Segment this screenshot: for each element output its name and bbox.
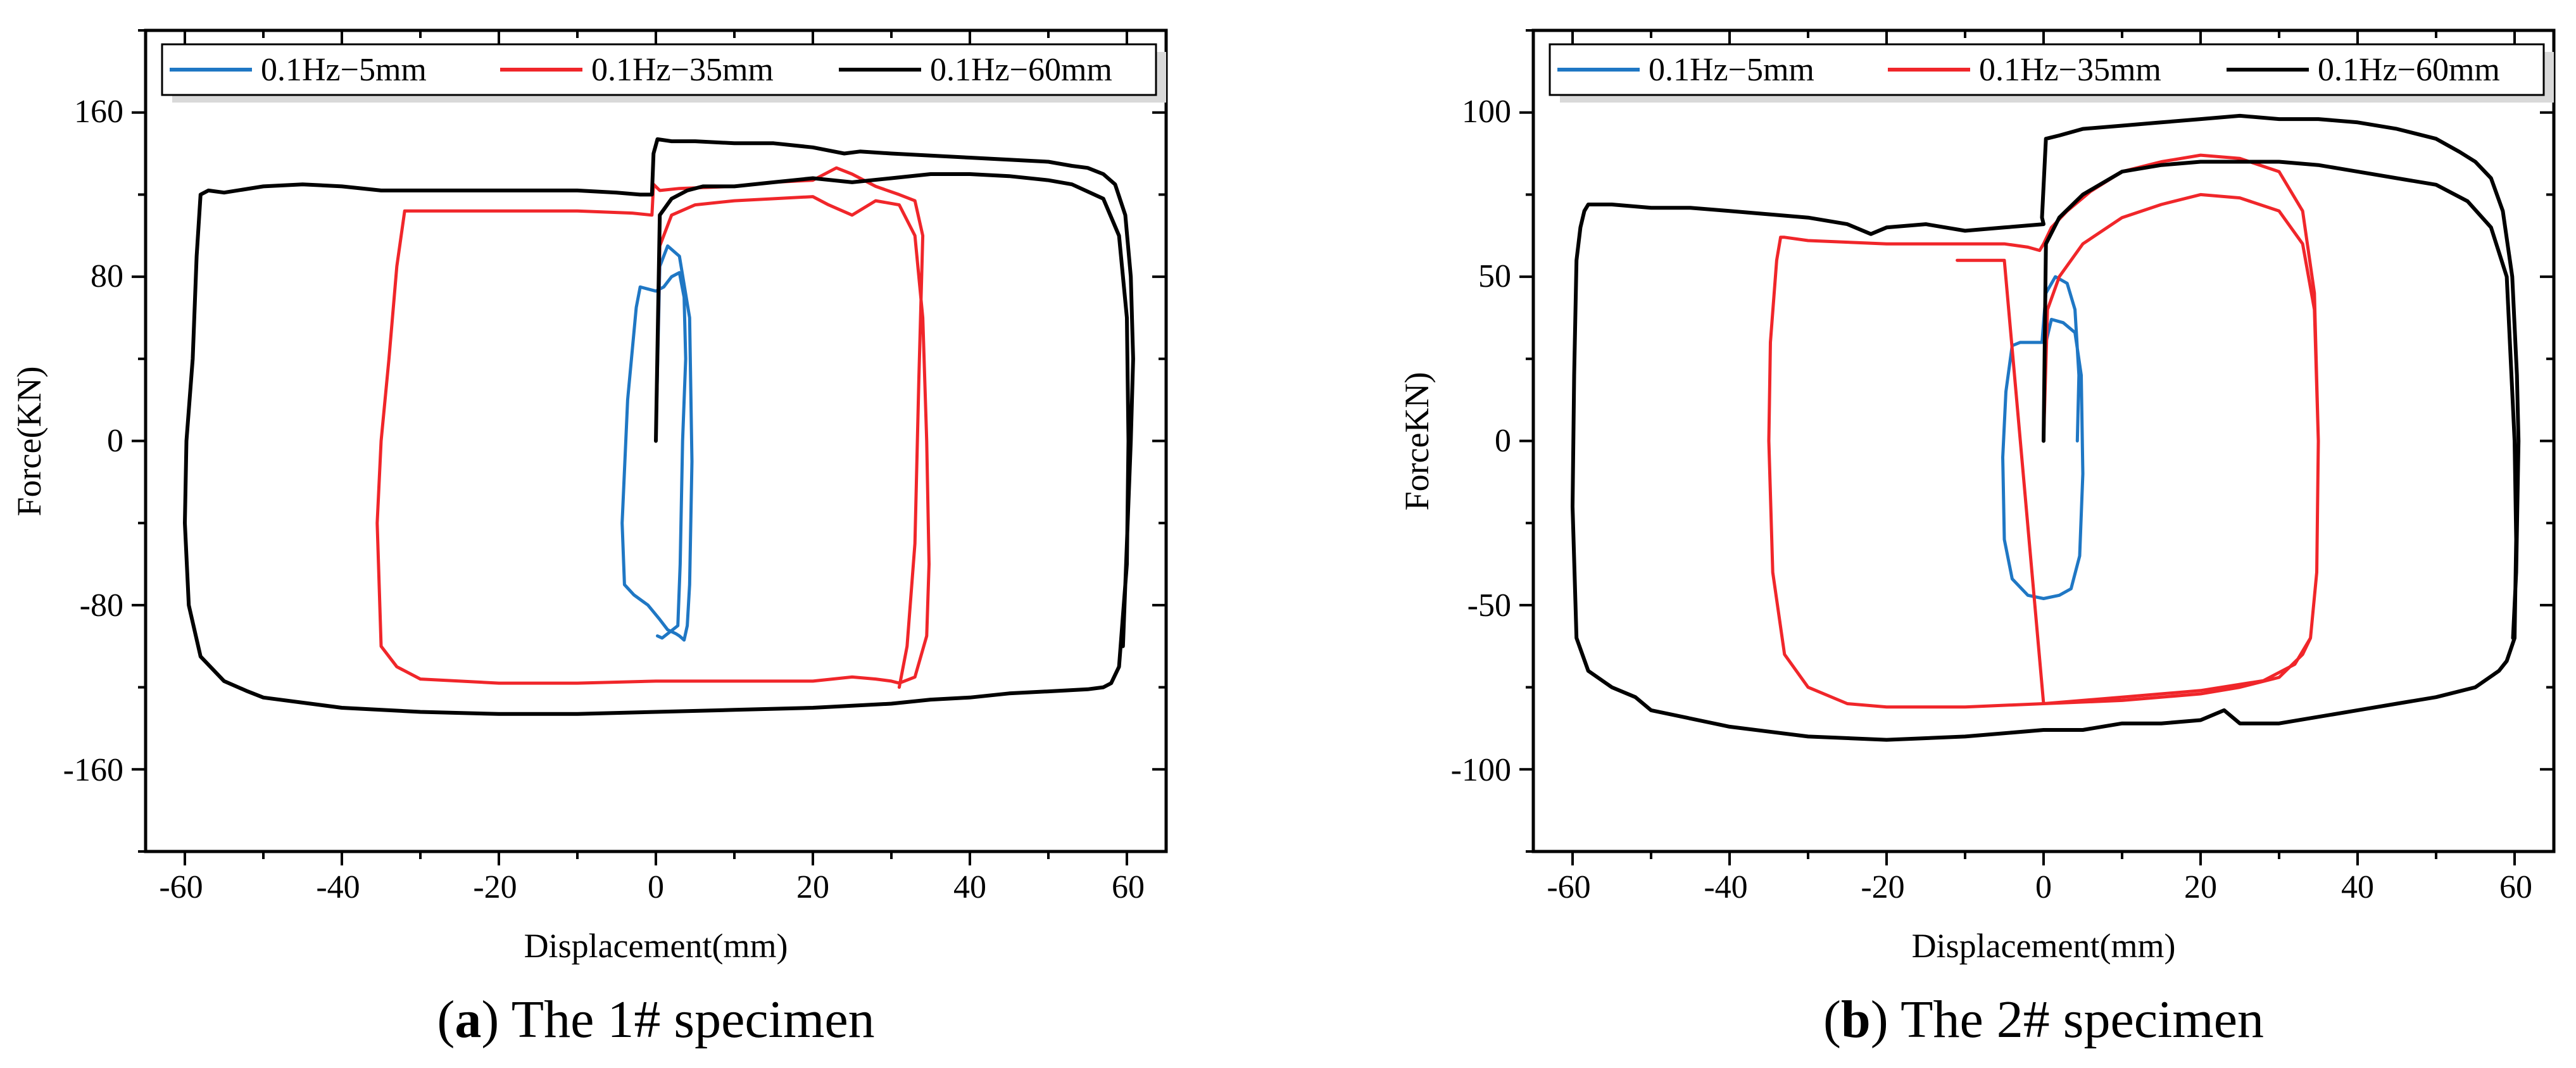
panel-a-ytick-label: 80 [91,258,123,294]
panel-a-series-line-1 [375,166,931,689]
panel-a-xtick-label: -40 [316,869,360,905]
panel-b-series-line-1 [1767,153,2320,709]
panel-b-legend-label-5mm: 0.1Hz−5mm [1649,52,1814,88]
panel-b-series-line-0 [2001,275,2085,600]
panel-a-ticks [132,29,1166,865]
panel-a-legend-label-60mm: 0.1Hz−60mm [930,52,1112,88]
panel-b-caption-letter: b [1841,990,1871,1049]
panel-b-ticks [1519,29,2554,865]
panel-b-caption: (b) The 2# specimen [1823,990,2264,1049]
panel-b-series-group [1571,113,2521,742]
panel-a-ytick-labels: -160 -80 0 80 160 [63,94,123,788]
panel-b-legend: 0.1Hz−5mm 0.1Hz−35mm 0.1Hz−60mm [1549,43,2554,103]
panel-a-series-group [183,137,1135,716]
panel-a-xtick-label: 20 [796,869,829,905]
panel-b: -60 -40 -20 0 20 40 60 -100 -50 0 50 100… [1398,28,2556,1049]
panel-a-legend-label-35mm: 0.1Hz−35mm [591,52,774,88]
panel-b-ytick-label: 0 [1495,423,1511,459]
panel-b-xtick-label: -60 [1547,869,1590,905]
panel-b-ytick-label: 100 [1462,94,1511,130]
panel-b-ytick-labels: -100 -50 0 50 100 [1451,94,1511,788]
panel-b-x-axis-title: Displacement(mm) [1912,927,2176,965]
panel-b-xtick-label: -40 [1704,869,1747,905]
panel-b-xtick-label: 40 [2341,869,2374,905]
panel-b-legend-label-60mm: 0.1Hz−60mm [2318,52,2500,88]
panel-b-xtick-label: -20 [1861,869,1904,905]
panel-b-legend-label-35mm: 0.1Hz−35mm [1979,52,2161,88]
panel-b-ytick-label: 50 [1478,258,1511,294]
panel-a-series-line-0 [620,244,694,642]
panel-a-ytick-label: 160 [74,94,123,130]
panel-a-xtick-label: 60 [1112,869,1145,905]
panel-b-series-line-2 [1571,113,2521,742]
panel-b-xtick-labels: -60 -40 -20 0 20 40 60 [1547,869,2532,905]
panel-b-caption-text: The 2# specimen [1888,990,2264,1049]
panel-b-y-axis-title: ForceKN) [1398,372,1436,511]
panel-b-xtick-label: 60 [2499,869,2532,905]
panel-a-legend-box [161,43,1157,96]
panel-a-ytick-label: 0 [107,423,123,459]
panel-b-xtick-label: 0 [2035,869,2052,905]
panel-a: -60 -40 -20 0 20 40 60 -160 -80 0 80 160… [10,28,1168,1049]
panel-b-ytick-label: -100 [1451,752,1511,788]
panel-a-y-axis-title: Force(KN) [10,367,48,517]
panel-a-legend: 0.1Hz−5mm 0.1Hz−35mm 0.1Hz−60mm [161,43,1166,103]
panel-a-ytick-label: -160 [63,752,123,788]
panel-a-series-line-2 [183,137,1135,716]
panel-b-xtick-label: 20 [2184,869,2217,905]
panel-b-ytick-label: -50 [1467,587,1511,624]
panel-a-x-axis-title: Displacement(mm) [524,927,788,965]
panel-a-xtick-label: -60 [159,869,203,905]
panel-a-caption-text: The 1# specimen [499,990,874,1049]
panel-a-caption: (a) The 1# specimen [437,990,874,1049]
panel-a-caption-letter: a [455,990,481,1049]
panel-a-xtick-label: 0 [648,869,664,905]
panel-a-legend-label-5mm: 0.1Hz−5mm [261,52,427,88]
panel-a-xtick-labels: -60 -40 -20 0 20 40 60 [159,869,1145,905]
panel-a-ytick-label: -80 [80,587,123,624]
panel-a-xtick-label: 40 [953,869,986,905]
panel-b-legend-box [1549,43,2545,96]
panel-a-xtick-label: -20 [473,869,517,905]
